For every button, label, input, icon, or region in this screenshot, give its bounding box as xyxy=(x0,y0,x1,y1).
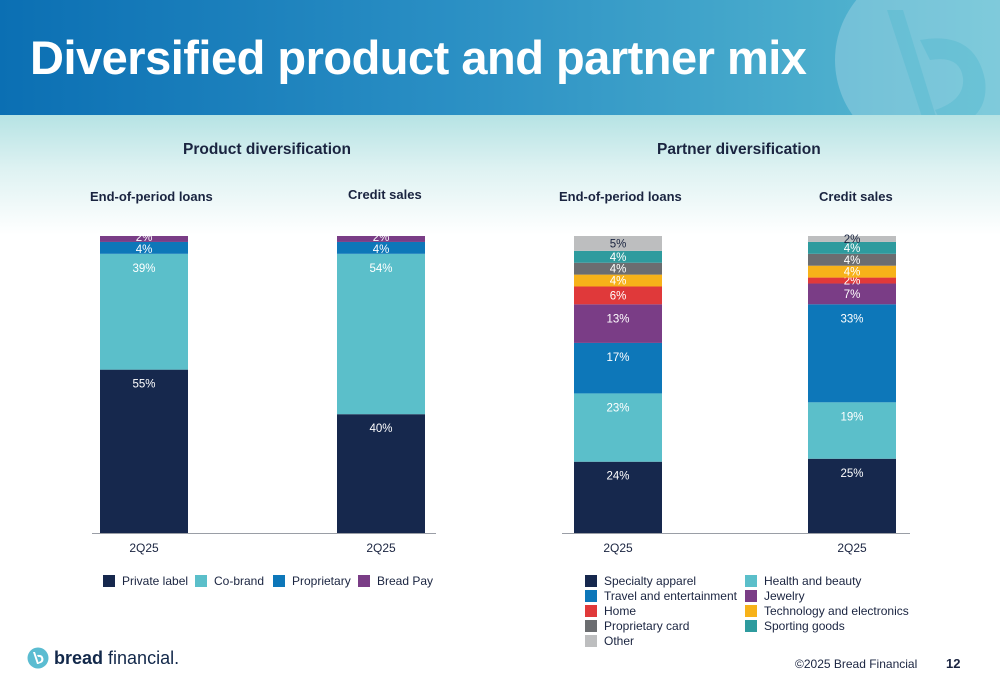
legend-swatch xyxy=(745,620,757,632)
data-label-jewelry: 7% xyxy=(844,289,861,301)
data-label-health-and-beauty: 19% xyxy=(840,411,863,423)
bar-segment-private-label xyxy=(100,369,188,533)
bar-segment-co-brand xyxy=(337,253,425,415)
legend-swatch xyxy=(585,590,597,602)
bar-segment-bread-pay xyxy=(337,236,425,242)
bar-segment-other xyxy=(808,236,896,242)
x-tick-label: 2Q25 xyxy=(603,541,633,555)
data-label-sporting-goods: 4% xyxy=(844,243,861,255)
header-banner: Diversified product and partner mix xyxy=(0,0,1000,115)
bar-segment-proprietary xyxy=(100,241,188,254)
legend-home: Home xyxy=(585,604,636,618)
bar-segment-proprietary-card xyxy=(574,262,662,275)
legend-bread-pay: Bread Pay xyxy=(358,574,433,588)
bar-segment-proprietary-card xyxy=(808,253,896,266)
bar-segment-travel-and-entertainment xyxy=(808,304,896,403)
bread-logo-icon xyxy=(27,647,49,669)
partner-loans-subtitle: End-of-period loans xyxy=(559,189,682,204)
legend-travel: Travel and entertainment xyxy=(585,589,737,603)
data-label-bread-pay: 2% xyxy=(373,232,390,244)
legend-swatch xyxy=(273,575,285,587)
legend-swatch xyxy=(358,575,370,587)
product-sales-subtitle: Credit sales xyxy=(348,187,422,202)
legend-swatch xyxy=(585,620,597,632)
copyright-text: ©2025 Bread Financial xyxy=(795,657,918,671)
data-label-proprietary: 4% xyxy=(373,244,390,256)
bar-segment-home xyxy=(808,277,896,284)
x-tick-label: 2Q25 xyxy=(837,541,867,555)
bar-segment-other xyxy=(574,236,662,251)
data-label-travel-and-entertainment: 33% xyxy=(840,313,863,325)
data-label-specialty-apparel: 25% xyxy=(840,468,863,480)
bar-segment-sporting-goods xyxy=(808,241,896,254)
data-label-technology-and-electronics: 4% xyxy=(610,276,627,288)
data-label-sporting-goods: 4% xyxy=(610,252,627,264)
data-label-other: 2% xyxy=(844,234,861,246)
legend-specialty-apparel: Specialty apparel xyxy=(585,574,696,588)
legend-proprietary: Proprietary xyxy=(273,574,351,588)
product-loans-subtitle: End-of-period loans xyxy=(90,189,213,204)
data-label-health-and-beauty: 23% xyxy=(606,402,629,414)
legend-swatch xyxy=(585,605,597,617)
data-label-co-brand: 39% xyxy=(132,263,155,275)
partner-sales-subtitle: Credit sales xyxy=(819,189,893,204)
data-label-home: 6% xyxy=(610,290,627,302)
bar-segment-sporting-goods xyxy=(574,250,662,263)
legend-swatch xyxy=(585,575,597,587)
data-label-other: 5% xyxy=(610,238,627,250)
product-section-title: Product diversification xyxy=(183,141,351,158)
page-title: Diversified product and partner mix xyxy=(30,31,807,84)
bar-segment-technology-and-electronics xyxy=(574,274,662,287)
legend-swatch xyxy=(745,605,757,617)
bar-segment-specialty-apparel xyxy=(808,458,896,533)
header-wash xyxy=(0,115,1000,235)
x-tick-label: 2Q25 xyxy=(129,541,159,555)
bar-segment-co-brand xyxy=(100,253,188,370)
data-label-private-label: 55% xyxy=(132,379,155,391)
data-label-technology-and-electronics: 4% xyxy=(844,267,861,279)
data-label-proprietary-card: 4% xyxy=(844,255,861,267)
legend-jewelry: Jewelry xyxy=(745,589,805,603)
bar-segment-home xyxy=(574,286,662,305)
bar-segment-private-label xyxy=(337,414,425,533)
bar-segment-jewelry xyxy=(574,304,662,343)
legend-other: Other xyxy=(585,634,634,648)
bread-logo-watermark-icon xyxy=(835,0,1000,115)
x-tick-label: 2Q25 xyxy=(366,541,396,555)
bar-segment-travel-and-entertainment xyxy=(574,342,662,394)
data-label-co-brand: 54% xyxy=(369,263,392,275)
legend-private-label: Private label xyxy=(103,574,188,588)
legend-proprietary-card: Proprietary card xyxy=(585,619,689,633)
data-label-jewelry: 13% xyxy=(606,313,629,325)
bar-segment-specialty-apparel xyxy=(574,461,662,533)
page-number: 12 xyxy=(946,656,961,671)
data-label-proprietary: 4% xyxy=(136,244,153,256)
bar-segment-proprietary xyxy=(337,241,425,254)
legend-swatch xyxy=(745,590,757,602)
legend-co-brand: Co-brand xyxy=(195,574,264,588)
data-label-home: 2% xyxy=(844,276,861,288)
bar-segment-health-and-beauty xyxy=(808,402,896,459)
data-label-private-label: 40% xyxy=(369,423,392,435)
bar-segment-health-and-beauty xyxy=(574,393,662,462)
legend-health-beauty: Health and beauty xyxy=(745,574,861,588)
partner-section-title: Partner diversification xyxy=(657,141,821,158)
legend-swatch xyxy=(745,575,757,587)
data-label-bread-pay: 2% xyxy=(136,232,153,244)
legend-tech: Technology and electronics xyxy=(745,604,909,618)
legend-swatch xyxy=(103,575,115,587)
data-label-specialty-apparel: 24% xyxy=(606,471,629,483)
bar-segment-bread-pay xyxy=(100,236,188,242)
legend-swatch xyxy=(585,635,597,647)
brand-wordmark: bread financial. xyxy=(54,647,180,668)
legend-sporting: Sporting goods xyxy=(745,619,845,633)
bar-segment-jewelry xyxy=(808,283,896,305)
bar-segment-technology-and-electronics xyxy=(808,265,896,278)
brand-logo: bread financial. xyxy=(27,645,179,671)
data-label-proprietary-card: 4% xyxy=(610,264,627,276)
data-label-travel-and-entertainment: 17% xyxy=(606,352,629,364)
legend-swatch xyxy=(195,575,207,587)
